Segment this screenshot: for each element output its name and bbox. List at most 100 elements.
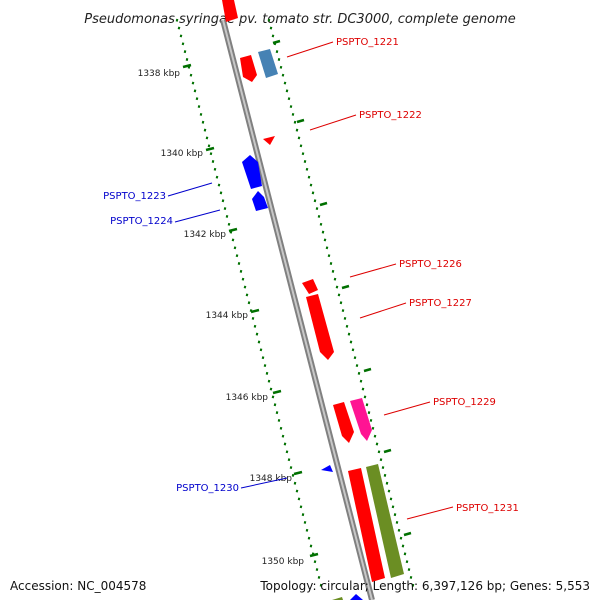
inner-ring-dot (217, 183, 221, 187)
inner-ring-dot (273, 403, 277, 407)
inner-ring-dot (303, 521, 307, 524)
inner-ring-dot (263, 364, 267, 367)
outer-ring-dot (371, 426, 375, 430)
inner-ring-dot (211, 160, 215, 163)
inner-ring-dot (199, 112, 203, 116)
inner-ring-dot (269, 387, 273, 391)
outer-ring-dot (359, 379, 363, 383)
inner-ring-dot (299, 505, 303, 509)
outer-ring-dot (401, 544, 405, 548)
gene-cds-olive (366, 464, 404, 578)
inner-ring-dot (201, 120, 205, 124)
outer-tick (363, 367, 372, 373)
inner-ring-dot (261, 356, 265, 360)
inner-ring-dot (283, 442, 287, 446)
inner-ring-dot (197, 105, 201, 109)
outer-ring-dot (331, 269, 335, 273)
inner-ring-dot (271, 395, 275, 399)
gene-label-pspto-1231[interactable]: PSPTO_1231 (456, 503, 519, 514)
gene-label-pspto-1221[interactable]: PSPTO_1221 (336, 37, 399, 48)
leader-pspto-1230 (240, 477, 288, 489)
genome-backbone-highlight (222, 19, 373, 600)
gene-label-pspto-1224[interactable]: PSPTO_1224 (110, 216, 173, 227)
gene-cds-top (222, 0, 238, 22)
major-tick (205, 146, 215, 152)
inner-ring-dot (313, 560, 317, 564)
inner-ring-dot (301, 513, 305, 517)
outer-ring-dot (337, 293, 341, 297)
inner-ring-dot (189, 73, 193, 77)
inner-ring-dot (259, 348, 263, 352)
gene-cds-pspto-1228 (333, 402, 354, 443)
inner-ring-dot (319, 583, 323, 587)
outer-ring-dot (405, 560, 409, 564)
outer-ring-dot (377, 450, 381, 454)
inner-ring-dot (277, 418, 281, 422)
outer-ring-dot (329, 262, 333, 265)
gene-label-pspto-1226[interactable]: PSPTO_1226 (399, 259, 462, 270)
inner-ring-dot (279, 426, 283, 430)
outer-ring-dot (353, 356, 357, 360)
inner-ring-dot (207, 144, 211, 148)
outer-ring-dot (383, 473, 387, 477)
outer-ring-dot (289, 105, 293, 109)
inner-ring-dot (237, 262, 241, 265)
outer-ring-dot (311, 191, 315, 195)
gene-cds-pspto-1224 (252, 191, 268, 211)
outer-ring-dot (361, 387, 365, 391)
tick-label-1344: 1344 kbp (206, 311, 249, 321)
inner-ring-dot (187, 65, 191, 69)
label-leaders (167, 41, 454, 520)
leader-pspto-1221 (286, 41, 334, 58)
outer-ring-dot (395, 521, 399, 524)
outer-ring-dot (309, 183, 313, 187)
gene-cds-pspto-1230 (321, 465, 333, 472)
outer-ring-dot (277, 58, 281, 61)
inner-ring-dot (307, 536, 311, 540)
outer-ring-dot (365, 403, 369, 407)
inner-ring-dot (251, 316, 255, 320)
major-tick (272, 389, 282, 395)
outer-ring-dot (411, 583, 415, 587)
outer-ring-dot (335, 285, 339, 289)
inner-ring-dot (219, 191, 223, 195)
gene-cds-bottom-olive (332, 597, 343, 600)
outer-ring-dot (341, 309, 345, 313)
gene-label-pspto-1230[interactable]: PSPTO_1230 (176, 483, 239, 494)
outer-ring-dot (291, 112, 295, 116)
map-title: Pseudomonas syringae pv. tomato str. DC3… (84, 12, 516, 27)
gene-label-pspto-1229[interactable]: PSPTO_1229 (433, 397, 496, 408)
major-tick (182, 63, 192, 69)
outer-tick (383, 448, 392, 454)
major-tick (293, 470, 303, 476)
outer-ring-dot (305, 167, 309, 171)
outer-ring-dot (339, 301, 343, 305)
inner-ring-dot (315, 568, 319, 572)
gene-features (222, 0, 404, 600)
outer-ring-dot (271, 34, 275, 38)
outer-ring-dot (381, 466, 385, 470)
gene-cds-pspto-1227 (306, 294, 334, 360)
inner-ring-dot (191, 81, 195, 85)
outer-ring-dot (287, 97, 291, 101)
inner-ring-dot (177, 26, 181, 30)
tick-label-1350: 1350 kbp (262, 557, 305, 567)
gene-label-pspto-1227[interactable]: PSPTO_1227 (409, 298, 472, 309)
outer-ring-dot (387, 489, 391, 493)
outer-ring-dot (333, 277, 337, 281)
leader-pspto-1226 (349, 263, 397, 278)
gene-label-pspto-1223[interactable]: PSPTO_1223 (103, 191, 166, 202)
outer-ring-dot (357, 371, 361, 375)
inner-ring-dot (225, 214, 229, 218)
inner-ring-dot (231, 238, 235, 242)
inner-ring-dot (179, 34, 183, 38)
inner-ring-dot (291, 473, 295, 477)
outer-tick (319, 201, 328, 207)
outer-ring-dot (369, 418, 373, 422)
outer-ring-dot (313, 199, 317, 203)
inner-ring-dot (275, 411, 279, 415)
outer-ring-dot (379, 458, 383, 462)
outer-ring-dot (293, 120, 297, 124)
inner-ring-dot (213, 167, 217, 171)
gene-label-pspto-1222[interactable]: PSPTO_1222 (359, 110, 422, 121)
